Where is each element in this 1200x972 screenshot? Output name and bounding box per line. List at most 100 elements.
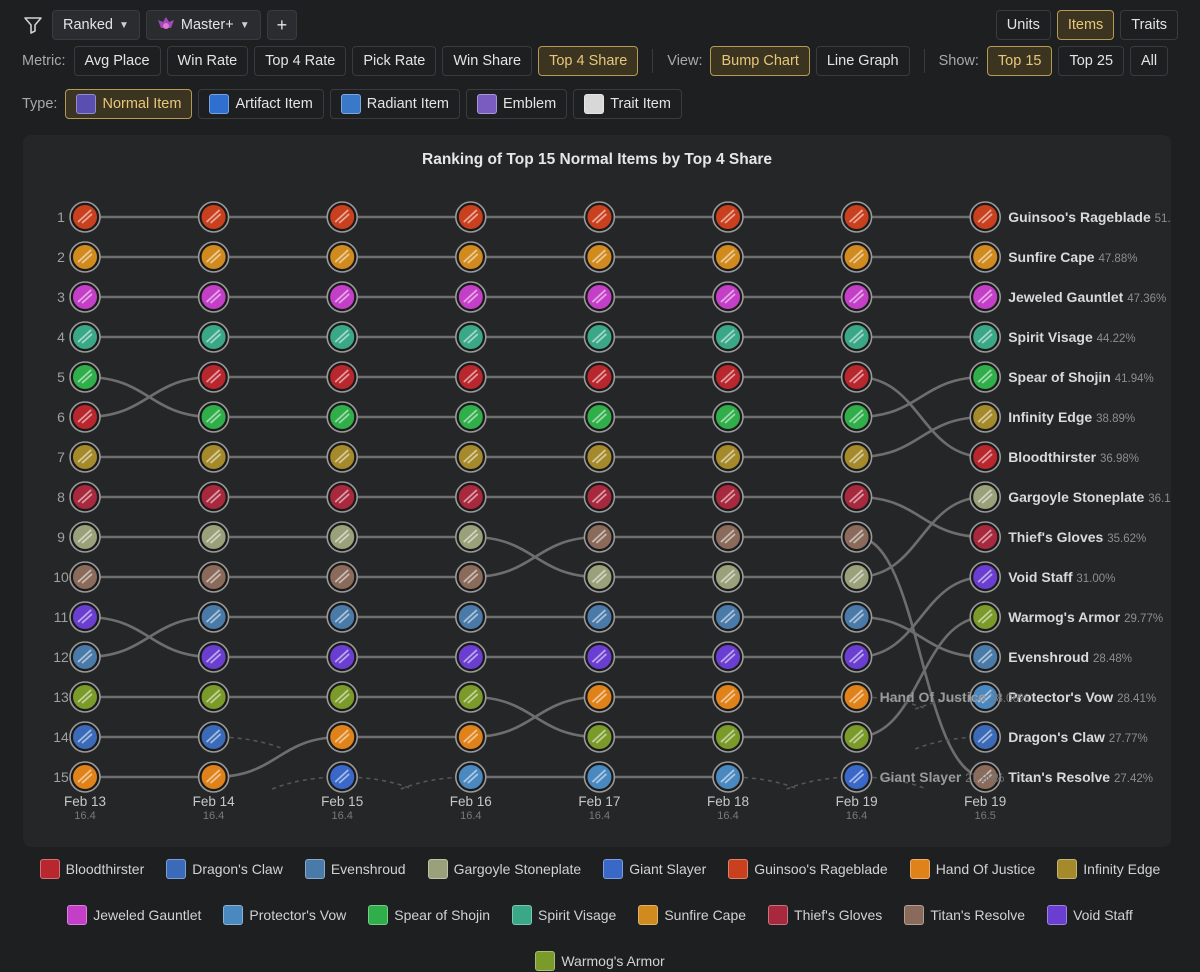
item-node-jeweled-gauntlet[interactable] bbox=[73, 285, 97, 309]
show-top-15-button[interactable]: Top 15 bbox=[986, 46, 1053, 76]
item-node-void-staff[interactable] bbox=[201, 645, 226, 669]
item-node-spirit-visage[interactable] bbox=[716, 325, 740, 349]
metric-win-share-button[interactable]: Win Share bbox=[442, 46, 533, 76]
item-node-evenshroud[interactable] bbox=[844, 605, 869, 629]
item-node-titan-s-resolve[interactable] bbox=[458, 565, 483, 589]
item-node-evenshroud[interactable] bbox=[973, 645, 998, 669]
type-artifact-item-button[interactable]: Artifact Item bbox=[198, 89, 324, 119]
item-node-gargoyle-stoneplate[interactable] bbox=[201, 525, 226, 549]
item-node-sunfire-cape[interactable] bbox=[716, 245, 740, 269]
type-emblem-button[interactable]: Emblem bbox=[466, 89, 568, 119]
item-node-giant-slayer[interactable] bbox=[844, 765, 869, 789]
item-node-void-staff[interactable] bbox=[973, 565, 998, 589]
item-node-gargoyle-stoneplate[interactable] bbox=[844, 565, 869, 589]
item-node-evenshroud[interactable] bbox=[587, 605, 612, 629]
legend-item-spirit-visage[interactable]: Spirit Visage bbox=[511, 904, 616, 926]
item-node-spear-of-shojin[interactable] bbox=[587, 405, 612, 429]
metric-win-rate-button[interactable]: Win Rate bbox=[166, 46, 249, 76]
item-node-void-staff[interactable] bbox=[458, 645, 483, 669]
item-node-infinity-edge[interactable] bbox=[330, 445, 355, 469]
item-node-infinity-edge[interactable] bbox=[201, 445, 226, 469]
item-node-giant-slayer[interactable] bbox=[330, 765, 355, 789]
metric-top-4-rate-button[interactable]: Top 4 Rate bbox=[254, 46, 347, 76]
item-node-warmog-s-armor[interactable] bbox=[458, 685, 483, 709]
item-node-sunfire-cape[interactable] bbox=[973, 245, 998, 269]
legend-item-sunfire-cape[interactable]: Sunfire Cape bbox=[638, 904, 746, 926]
item-node-protector-s-vow[interactable] bbox=[587, 765, 612, 789]
item-node-sunfire-cape[interactable] bbox=[201, 245, 226, 269]
legend-item-protector-s-vow[interactable]: Protector's Vow bbox=[223, 904, 346, 926]
item-node-hand-of-justice[interactable] bbox=[458, 725, 483, 749]
item-node-spear-of-shojin[interactable] bbox=[973, 365, 998, 389]
item-node-spear-of-shojin[interactable] bbox=[716, 405, 740, 429]
item-node-thief-s-gloves[interactable] bbox=[330, 485, 355, 509]
legend-item-giant-slayer[interactable]: Giant Slayer bbox=[603, 858, 706, 880]
legend-item-void-staff[interactable]: Void Staff bbox=[1047, 904, 1133, 926]
item-node-guinsoo-s-rageblade[interactable] bbox=[73, 205, 97, 229]
item-node-titan-s-resolve[interactable] bbox=[201, 565, 226, 589]
item-node-gargoyle-stoneplate[interactable] bbox=[716, 565, 740, 589]
item-node-thief-s-gloves[interactable] bbox=[973, 525, 998, 549]
legend-item-warmog-s-armor[interactable]: Warmog's Armor bbox=[535, 950, 665, 972]
item-node-spear-of-shojin[interactable] bbox=[458, 405, 483, 429]
tab-units-button[interactable]: Units bbox=[995, 10, 1051, 40]
item-node-sunfire-cape[interactable] bbox=[458, 245, 483, 269]
item-node-warmog-s-armor[interactable] bbox=[201, 685, 226, 709]
item-node-jeweled-gauntlet[interactable] bbox=[458, 285, 483, 309]
legend-item-infinity-edge[interactable]: Infinity Edge bbox=[1057, 858, 1160, 880]
item-node-thief-s-gloves[interactable] bbox=[73, 485, 97, 509]
item-node-spirit-visage[interactable] bbox=[844, 325, 869, 349]
tab-items-button[interactable]: Items bbox=[1056, 10, 1115, 40]
item-node-sunfire-cape[interactable] bbox=[844, 245, 869, 269]
tab-traits-button[interactable]: Traits bbox=[1120, 10, 1178, 40]
item-node-warmog-s-armor[interactable] bbox=[73, 685, 97, 709]
item-node-dragon-s-claw[interactable] bbox=[73, 725, 97, 749]
item-node-spirit-visage[interactable] bbox=[973, 325, 998, 349]
item-node-bloodthirster[interactable] bbox=[73, 405, 97, 429]
type-trait-item-button[interactable]: Trait Item bbox=[573, 89, 682, 119]
view-bump-chart-button[interactable]: Bump Chart bbox=[710, 46, 810, 76]
item-node-warmog-s-armor[interactable] bbox=[844, 725, 869, 749]
item-node-titan-s-resolve[interactable] bbox=[73, 565, 97, 589]
item-node-spirit-visage[interactable] bbox=[458, 325, 483, 349]
item-node-evenshroud[interactable] bbox=[201, 605, 226, 629]
item-node-void-staff[interactable] bbox=[330, 645, 355, 669]
add-filter-button[interactable]: + bbox=[266, 10, 298, 40]
item-node-void-staff[interactable] bbox=[716, 645, 740, 669]
item-node-titan-s-resolve[interactable] bbox=[587, 525, 612, 549]
legend-item-guinsoo-s-rageblade[interactable]: Guinsoo's Rageblade bbox=[728, 858, 888, 880]
item-node-bloodthirster[interactable] bbox=[844, 365, 869, 389]
item-node-titan-s-resolve[interactable] bbox=[330, 565, 355, 589]
legend-item-hand-of-justice[interactable]: Hand Of Justice bbox=[909, 858, 1035, 880]
item-node-thief-s-gloves[interactable] bbox=[716, 485, 740, 509]
metric-top-4-share-button[interactable]: Top 4 Share bbox=[538, 46, 639, 76]
item-node-thief-s-gloves[interactable] bbox=[201, 485, 226, 509]
item-node-evenshroud[interactable] bbox=[330, 605, 355, 629]
item-node-hand-of-justice[interactable] bbox=[587, 685, 612, 709]
legend-item-thief-s-gloves[interactable]: Thief's Gloves bbox=[768, 904, 882, 926]
item-node-jeweled-gauntlet[interactable] bbox=[973, 285, 998, 309]
item-node-spirit-visage[interactable] bbox=[330, 325, 355, 349]
item-node-guinsoo-s-rageblade[interactable] bbox=[844, 205, 869, 229]
item-node-warmog-s-armor[interactable] bbox=[587, 725, 612, 749]
item-node-infinity-edge[interactable] bbox=[844, 445, 869, 469]
metric-pick-rate-button[interactable]: Pick Rate bbox=[352, 46, 437, 76]
item-node-spear-of-shojin[interactable] bbox=[201, 405, 226, 429]
item-node-bloodthirster[interactable] bbox=[458, 365, 483, 389]
item-node-spear-of-shojin[interactable] bbox=[844, 405, 869, 429]
item-node-gargoyle-stoneplate[interactable] bbox=[73, 525, 97, 549]
item-node-sunfire-cape[interactable] bbox=[73, 245, 97, 269]
item-node-hand-of-justice[interactable] bbox=[73, 765, 97, 789]
item-node-sunfire-cape[interactable] bbox=[587, 245, 612, 269]
item-node-titan-s-resolve[interactable] bbox=[716, 525, 740, 549]
item-node-jeweled-gauntlet[interactable] bbox=[587, 285, 612, 309]
item-node-guinsoo-s-rageblade[interactable] bbox=[458, 205, 483, 229]
item-node-void-staff[interactable] bbox=[587, 645, 612, 669]
item-node-infinity-edge[interactable] bbox=[973, 405, 998, 429]
rank-dropdown[interactable]: Master+ ▼ bbox=[145, 10, 261, 40]
show-all-button[interactable]: All bbox=[1130, 46, 1169, 76]
item-node-spirit-visage[interactable] bbox=[587, 325, 612, 349]
item-node-protector-s-vow[interactable] bbox=[458, 765, 483, 789]
type-normal-item-button[interactable]: Normal Item bbox=[65, 89, 193, 119]
item-node-warmog-s-armor[interactable] bbox=[330, 685, 355, 709]
